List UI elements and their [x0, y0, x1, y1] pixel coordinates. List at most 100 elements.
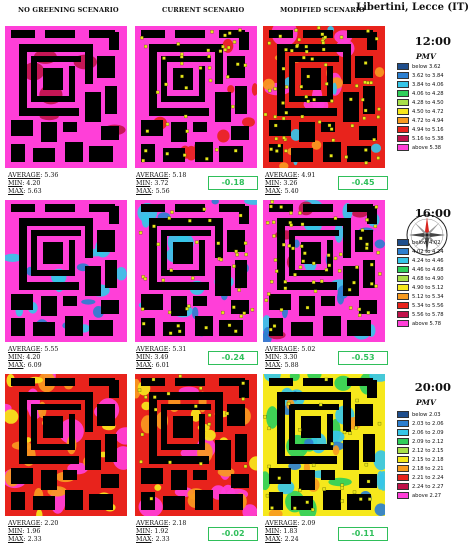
- legend-label: below 2.03: [412, 411, 441, 418]
- delta-12-current: -0.18: [208, 176, 258, 190]
- legend-label: 4.02 to 4.24: [412, 248, 444, 255]
- legend-label: 4.72 to 4.94: [412, 117, 444, 124]
- min-value: 1.96: [26, 528, 41, 536]
- legend-entry: 3.62 to 3.84: [397, 71, 469, 80]
- min-value: 3.30: [283, 354, 298, 362]
- legend-label: 2.24 to 2.27: [412, 483, 444, 490]
- legend-swatch: [397, 320, 409, 327]
- max-value: 2.33: [155, 536, 170, 544]
- legend-entry: 4.46 to 4.68: [397, 265, 469, 274]
- pmv-map-16-current: [135, 200, 257, 342]
- legend-entry: 4.24 to 4.46: [397, 256, 469, 265]
- legend-entry: 4.06 to 4.28: [397, 89, 469, 98]
- legend-label: 2.12 to 2.15: [412, 447, 444, 454]
- legend-label: below 3.62: [412, 63, 441, 70]
- legend-swatch: [397, 257, 409, 264]
- legend-swatch: [397, 311, 409, 318]
- pmv-map-20-current: [135, 374, 257, 516]
- pmv-label-12: PMV: [416, 52, 436, 61]
- legend-swatch: [397, 63, 409, 70]
- legend-swatch: [397, 99, 409, 106]
- delta-20-modified: -0.11: [338, 527, 388, 541]
- stats-12-current: AVERAGE: 5.18 MIN: 3.72 MAX: 5.56: [136, 172, 187, 196]
- max-value: 6.01: [155, 362, 170, 370]
- legend-entry: 5.34 to 5.56: [397, 301, 469, 310]
- legend-entry: 4.90 to 5.12: [397, 283, 469, 292]
- legend-swatch: [397, 492, 409, 499]
- legend-swatch: [397, 275, 409, 282]
- legend-entry: 5.12 to 5.34: [397, 292, 469, 301]
- legend-entry: above 5.38: [397, 143, 469, 152]
- legend-swatch: [397, 302, 409, 309]
- average-value: 2.20: [44, 520, 59, 527]
- average-value: 5.31: [172, 346, 187, 353]
- legend-entry: below 2.03: [397, 410, 469, 419]
- legend-label: 2.18 to 2.21: [412, 465, 444, 472]
- pmv-map-12-current: [135, 26, 257, 168]
- legend-swatch: [397, 284, 409, 291]
- building-footprints: [269, 378, 377, 510]
- legend-entry: 2.15 to 2.18: [397, 455, 469, 464]
- legend-label: 4.28 to 4.50: [412, 99, 444, 106]
- min-value: 4.20: [26, 354, 41, 362]
- building-footprints: [11, 378, 119, 510]
- legend-entry: 3.84 to 4.06: [397, 80, 469, 89]
- legend-swatch: [397, 411, 409, 418]
- time-label-20: 20:00: [414, 380, 451, 394]
- stats-12-modified: AVERAGE: 4.91 MIN: 3.26 MAX: 5.40: [265, 172, 316, 196]
- legend-label: above 5.38: [412, 144, 442, 151]
- time-label-12: 12:00: [414, 34, 451, 48]
- site-title: Libertini, Lecce (IT): [356, 2, 469, 13]
- max-value: 5.63: [27, 188, 42, 196]
- legend-label: 5.16 to 5.38: [412, 135, 444, 142]
- legend-label: 2.03 to 2.06: [412, 420, 444, 427]
- legend-swatch: [397, 126, 409, 133]
- legend-label: 4.90 to 5.12: [412, 284, 444, 291]
- legend-entry: above 2.27: [397, 491, 469, 500]
- delta-16-current: -0.24: [208, 351, 258, 365]
- legend-entry: 4.94 to 5.16: [397, 125, 469, 134]
- legend-entry: 2.06 to 2.09: [397, 428, 469, 437]
- legend-entry: 2.12 to 2.15: [397, 446, 469, 455]
- pmv-map-16-no-greening: [5, 200, 127, 342]
- time-label-16: 16:00: [414, 206, 451, 220]
- legend-swatch: [397, 90, 409, 97]
- max-value: 5.88: [284, 362, 299, 370]
- max-value: 2.33: [27, 536, 42, 544]
- legend-swatch: [397, 429, 409, 436]
- legend-entry: above 5.78: [397, 319, 469, 328]
- legend-swatch: [397, 438, 409, 445]
- legend-entry: 4.68 to 4.90: [397, 274, 469, 283]
- legend-entry: 4.02 to 4.24: [397, 247, 469, 256]
- vegetation-markers: [140, 28, 247, 163]
- legend-swatch: [397, 135, 409, 142]
- legend-swatch: [397, 293, 409, 300]
- legend-swatch: [397, 483, 409, 490]
- building-footprints: [11, 204, 119, 336]
- legend-swatch: [397, 117, 409, 124]
- average-value: 2.09: [301, 520, 316, 527]
- legend-label: 5.12 to 5.34: [412, 293, 444, 300]
- pmv-map-12-no-greening: [5, 26, 127, 168]
- average-value: 2.18: [172, 520, 187, 527]
- min-value: 4.20: [26, 180, 41, 188]
- legend-entry: below 3.62: [397, 62, 469, 71]
- legend-swatch: [397, 474, 409, 481]
- legend-swatch: [397, 465, 409, 472]
- legend-entry: 4.72 to 4.94: [397, 116, 469, 125]
- average-value: 5.55: [44, 346, 59, 353]
- legend-entry: 2.21 to 2.24: [397, 473, 469, 482]
- pmv-map-12-modified: [263, 26, 385, 168]
- legend-entry: 5.16 to 5.38: [397, 134, 469, 143]
- legend-swatch: [397, 266, 409, 273]
- legend-label: above 2.27: [412, 492, 442, 499]
- min-value: 3.49: [154, 354, 169, 362]
- delta-20-current: -0.02: [208, 527, 258, 541]
- legend-label: 4.68 to 4.90: [412, 275, 444, 282]
- average-value: 4.91: [301, 172, 316, 179]
- legend-label: 4.50 to 4.72: [412, 108, 444, 115]
- legend-label: 3.84 to 4.06: [412, 81, 444, 88]
- vegetation-markers: [138, 207, 255, 335]
- max-value: 2.24: [284, 536, 299, 544]
- legend-swatch: [397, 239, 409, 246]
